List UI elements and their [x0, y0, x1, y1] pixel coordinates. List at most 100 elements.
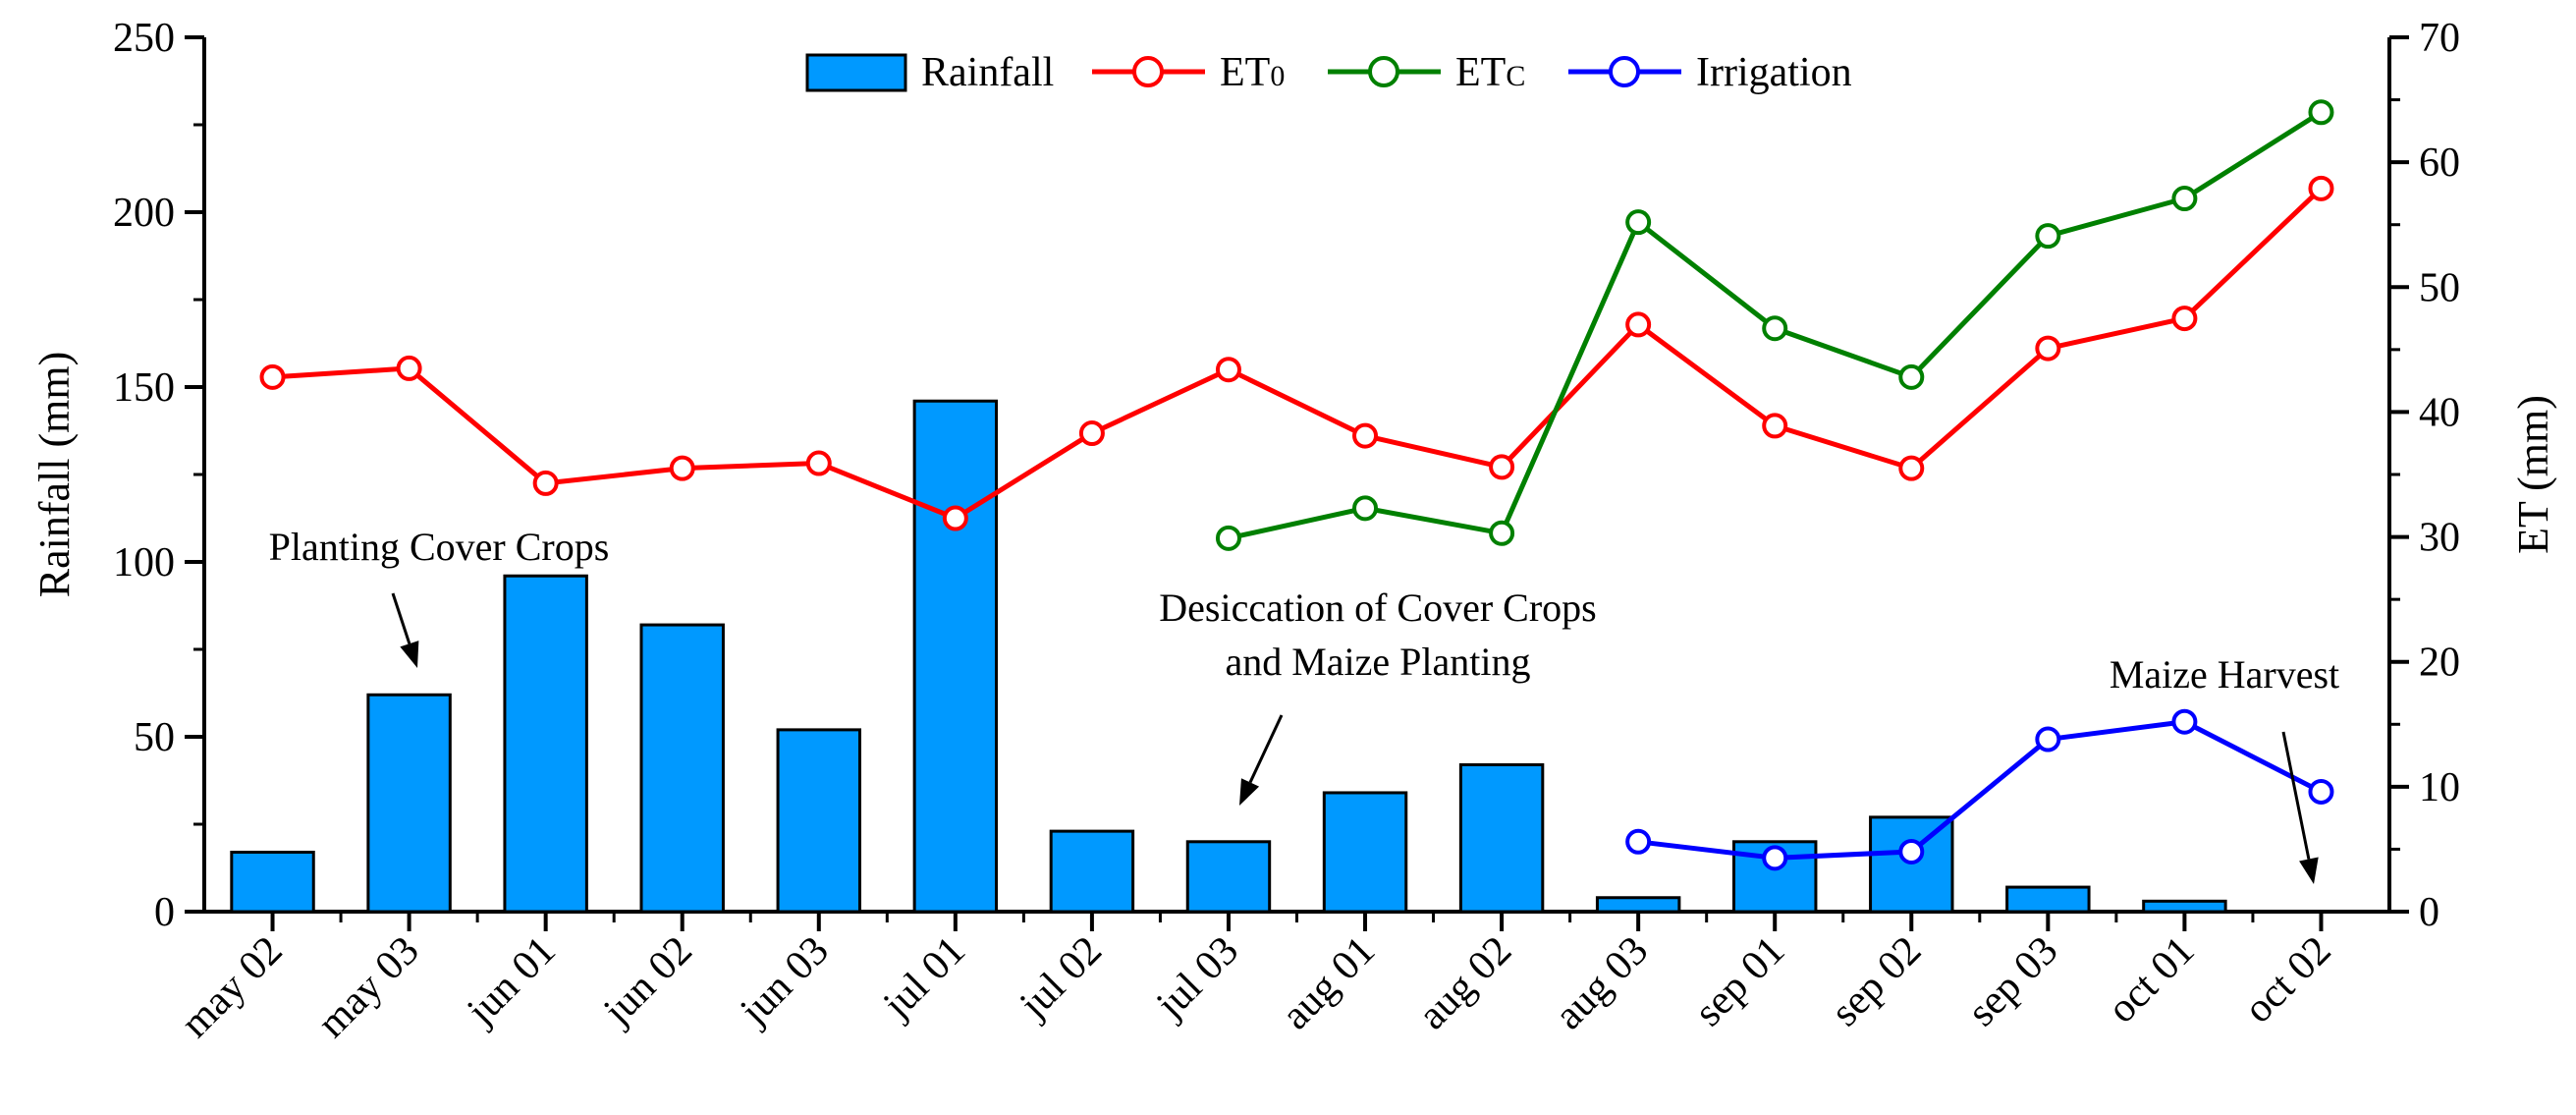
left-tick-label: 200 — [113, 191, 175, 236]
x-tick-label: jul 02 — [1011, 928, 1111, 1029]
right-tick-label: 70 — [2419, 16, 2460, 61]
x-tick-label: oct 01 — [2100, 928, 2204, 1032]
point-et0 — [1078, 420, 1105, 447]
x-tick-label: jul 01 — [873, 928, 973, 1029]
line-et0 — [272, 187, 2324, 521]
right-tick-label: 20 — [2419, 641, 2460, 686]
legend-marker-et0 — [1132, 56, 1164, 87]
point-et0 — [2308, 175, 2334, 201]
legend-label-subscript: 0 — [1270, 60, 1285, 92]
annotation-arrowhead — [1239, 778, 1260, 806]
right-axis-title: ET (mm) — [2509, 395, 2557, 554]
legend-label-etc: ETC — [1455, 50, 1525, 95]
legend-label-rainfall: Rainfall — [921, 50, 1054, 95]
point-et0 — [1898, 455, 1925, 481]
annotation-arrow — [1248, 714, 1284, 784]
x-tick-label: may 02 — [173, 928, 292, 1047]
point-etc — [1489, 520, 1515, 546]
point-et0 — [669, 455, 695, 481]
point-et0 — [1215, 357, 1241, 383]
bar-rainfall-may-03 — [366, 693, 452, 914]
point-etc — [1762, 315, 1788, 342]
x-tick-label: jun 01 — [458, 928, 565, 1035]
annotation-arrowhead — [2299, 857, 2319, 884]
annotation-text: Planting Cover Crops — [269, 525, 610, 569]
lines — [259, 99, 2334, 871]
bar-rainfall-jun-03 — [776, 728, 861, 914]
point-et0 — [2035, 335, 2061, 362]
point-et0 — [1352, 422, 1379, 449]
annotation-text: Maize Harvest — [2110, 652, 2339, 697]
line-irrigation — [1637, 719, 2323, 861]
legend-label-irrigation: Irrigation — [1696, 50, 1852, 95]
x-tick-label: jul 03 — [1147, 928, 1247, 1029]
point-et0 — [2171, 306, 2198, 332]
bar-rainfall-aug-02 — [1458, 762, 1545, 914]
bar-rainfall-jul-01 — [912, 399, 999, 914]
bar-rainfall-aug-01 — [1322, 791, 1408, 914]
right-tick-label: 60 — [2419, 140, 2460, 186]
bar-rainfall-sep-03 — [2005, 885, 2091, 914]
annotation-arrowhead — [400, 641, 419, 668]
point-irrigation — [2171, 708, 2198, 735]
right-tick-label: 40 — [2419, 390, 2460, 435]
point-etc — [2171, 186, 2198, 212]
annotation-text: Desiccation of Cover Crops — [1159, 585, 1596, 630]
x-tick-label: oct 02 — [2236, 928, 2340, 1032]
left-tick-label: 250 — [113, 16, 175, 61]
point-et0 — [1625, 311, 1652, 338]
legend-label-subscript: C — [1506, 60, 1525, 92]
x-tick-label: may 03 — [309, 928, 428, 1047]
bars — [230, 399, 2227, 914]
x-tick-label: aug 03 — [1547, 928, 1658, 1039]
point-irrigation — [1625, 828, 1652, 855]
point-etc — [1352, 495, 1379, 522]
annotation-arrow — [2281, 731, 2311, 860]
left-tick-label: 50 — [134, 715, 175, 760]
right-tick-label: 0 — [2419, 890, 2439, 935]
left-axis-title: Rainfall (mm) — [30, 352, 79, 598]
annotations: Planting Cover Crops Desiccation of Cover… — [269, 525, 2339, 884]
point-et0 — [259, 363, 286, 390]
point-irrigation — [1898, 838, 1925, 864]
annotation-arrow — [391, 592, 411, 644]
left-tick-label: 0 — [154, 890, 175, 935]
point-etc — [1625, 209, 1652, 236]
legend-marker-irrigation — [1609, 56, 1640, 87]
point-et0 — [942, 505, 968, 531]
legend-label-et0: ET0 — [1220, 50, 1285, 95]
legend: Rainfall ET0 ETC Irrigation — [805, 50, 1852, 95]
x-tick-label: jun 02 — [594, 928, 701, 1035]
bar-rainfall-aug-03 — [1595, 896, 1681, 914]
x-tick-label: aug 02 — [1410, 928, 1521, 1039]
bar-rainfall-jun-02 — [639, 623, 725, 914]
x-tick-label: sep 02 — [1823, 928, 1930, 1035]
left-tick-label: 100 — [113, 540, 175, 585]
point-et0 — [532, 470, 559, 496]
x-tick-label: aug 01 — [1274, 928, 1385, 1039]
point-et0 — [396, 355, 422, 381]
point-etc — [1215, 525, 1241, 551]
annotation-text: and Maize Planting — [1225, 640, 1530, 684]
point-et0 — [1489, 454, 1515, 480]
point-irrigation — [1762, 845, 1788, 871]
legend-marker-etc — [1368, 56, 1399, 87]
point-etc — [2308, 99, 2334, 126]
right-tick-label: 10 — [2419, 765, 2460, 810]
bar-rainfall-jul-02 — [1049, 829, 1135, 914]
point-et0 — [805, 450, 832, 476]
point-etc — [2035, 223, 2061, 250]
x-tick-label: sep 01 — [1686, 928, 1793, 1035]
right-tick-label: 50 — [2419, 265, 2460, 310]
bar-rainfall-may-02 — [230, 850, 315, 914]
point-irrigation — [2035, 726, 2061, 753]
point-et0 — [1762, 413, 1788, 439]
bar-rainfall-jul-03 — [1185, 840, 1272, 914]
x-tick-label: sep 03 — [1959, 928, 2066, 1035]
bar-rainfall-oct-01 — [2142, 899, 2227, 914]
legend-swatch-rainfall — [805, 53, 907, 92]
x-tick-label: jun 03 — [731, 928, 838, 1035]
point-irrigation — [2308, 778, 2334, 805]
left-tick-label: 150 — [113, 365, 175, 411]
